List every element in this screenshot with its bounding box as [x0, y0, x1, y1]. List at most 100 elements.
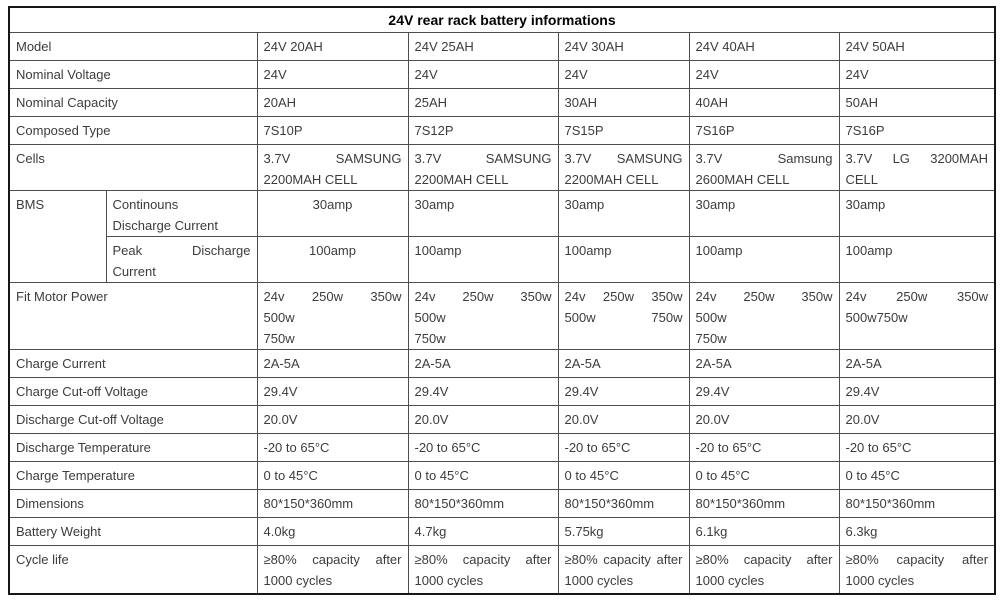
value-cell: 30AH: [557, 87, 690, 117]
value-cell: 20.0V: [407, 404, 559, 434]
value-cell: 2A-5A: [407, 348, 559, 378]
value-cell: 7S16P: [838, 115, 996, 145]
row-label-nominal-capacity: Nominal Capacity: [8, 87, 258, 117]
spec-table-container: 24V rear rack battery informations Model…: [8, 6, 997, 595]
value-cell: 6.1kg: [688, 516, 840, 546]
value-cell: 20AH: [256, 87, 409, 117]
value-cell: 7S10P: [256, 115, 409, 145]
value-cell: 29.4V: [557, 376, 690, 406]
value-cell: 24V: [256, 59, 409, 89]
value-cell: 80*150*360mm: [557, 488, 690, 518]
value-cell: ≥80% capacity after 1000 cycles: [688, 544, 840, 595]
value-cell: 100amp: [256, 235, 409, 283]
value-cell: 29.4V: [838, 376, 996, 406]
value-cell: 30amp: [838, 189, 996, 237]
value-cell: 100amp: [688, 235, 840, 283]
value-cell: 24V 40AH: [688, 31, 840, 61]
value-cell: 2A-5A: [688, 348, 840, 378]
table-row-discharge-cutoff-voltage: Discharge Cut-off Voltage 20.0V 20.0V 20…: [8, 404, 996, 434]
value-cell: -20 to 65°C: [256, 432, 409, 462]
value-cell: 24v 250w 350w 500w 750w: [688, 281, 840, 350]
table-row-model: Model 24V 20AH 24V 25AH 24V 30AH 24V 40A…: [8, 31, 996, 61]
table-row-charge-temperature: Charge Temperature 0 to 45°C 0 to 45°C 0…: [8, 460, 996, 490]
value-cell: 2A-5A: [557, 348, 690, 378]
value-cell: 3.7V Samsung 2600MAH CELL: [688, 143, 840, 191]
table-row-discharge-temperature: Discharge Temperature -20 to 65°C -20 to…: [8, 432, 996, 462]
value-cell: ≥80% capacity after 1000 cycles: [407, 544, 559, 595]
table-row-charge-cutoff-voltage: Charge Cut-off Voltage 29.4V 29.4V 29.4V…: [8, 376, 996, 406]
value-cell: 25AH: [407, 87, 559, 117]
value-cell: 100amp: [557, 235, 690, 283]
row-label-nominal-voltage: Nominal Voltage: [8, 59, 258, 89]
table-row-dimensions: Dimensions 80*150*360mm 80*150*360mm 80*…: [8, 488, 996, 518]
table-row-fit-motor-power: Fit Motor Power 24v 250w 350w 500w 750w …: [8, 281, 996, 350]
value-cell: 80*150*360mm: [838, 488, 996, 518]
value-cell: 3.7V SAMSUNG 2200MAH CELL: [557, 143, 690, 191]
value-cell: 20.0V: [557, 404, 690, 434]
value-cell: 30amp: [688, 189, 840, 237]
row-label-charge-cutoff-voltage: Charge Cut-off Voltage: [8, 376, 258, 406]
value-cell: 7S15P: [557, 115, 690, 145]
value-cell: 5.75kg: [557, 516, 690, 546]
row-label-charge-current: Charge Current: [8, 348, 258, 378]
value-cell: 80*150*360mm: [688, 488, 840, 518]
value-cell: 50AH: [838, 87, 996, 117]
table-row-bms-continuous-discharge: BMS Continouns Discharge Current 30amp 3…: [8, 189, 996, 283]
value-cell: 24v 250w 350w 500w750w: [838, 281, 996, 350]
row-label-cycle-life: Cycle life: [8, 544, 258, 595]
value-cell: 2A-5A: [838, 348, 996, 378]
value-cell: 30amp: [557, 189, 690, 237]
table-row-charge-current: Charge Current 2A-5A 2A-5A 2A-5A 2A-5A 2…: [8, 348, 996, 378]
row-label-battery-weight: Battery Weight: [8, 516, 258, 546]
value-cell: ≥80% capacity after 1000 cycles: [838, 544, 996, 595]
value-cell: -20 to 65°C: [557, 432, 690, 462]
value-cell: 24v 250w 350w 500w 750w: [557, 281, 690, 350]
value-cell: 24V: [407, 59, 559, 89]
value-cell: 3.7V SAMSUNG 2200MAH CELL: [407, 143, 559, 191]
value-cell: 0 to 45°C: [407, 460, 559, 490]
table-row-cycle-life: Cycle life ≥80% capacity after 1000 cycl…: [8, 544, 996, 595]
value-cell: 4.7kg: [407, 516, 559, 546]
table-row-nominal-capacity: Nominal Capacity 20AH 25AH 30AH 40AH 50A…: [8, 87, 996, 117]
value-cell: -20 to 65°C: [838, 432, 996, 462]
value-cell: 3.7V LG 3200MAH CELL: [838, 143, 996, 191]
row-label-discharge-temperature: Discharge Temperature: [8, 432, 258, 462]
table-title: 24V rear rack battery informations: [8, 6, 996, 33]
value-cell: 30amp: [407, 189, 559, 237]
value-cell: 0 to 45°C: [838, 460, 996, 490]
value-cell: 24V: [688, 59, 840, 89]
table-row-composed-type: Composed Type 7S10P 7S12P 7S15P 7S16P 7S…: [8, 115, 996, 145]
value-cell: 40AH: [688, 87, 840, 117]
value-cell: 80*150*360mm: [256, 488, 409, 518]
value-cell: 29.4V: [407, 376, 559, 406]
value-cell: 29.4V: [688, 376, 840, 406]
value-cell: 3.7V SAMSUNG 2200MAH CELL: [256, 143, 409, 191]
value-cell: 0 to 45°C: [557, 460, 690, 490]
row-label-fit-motor-power: Fit Motor Power: [8, 281, 258, 350]
table-row-battery-weight: Battery Weight 4.0kg 4.7kg 5.75kg 6.1kg …: [8, 516, 996, 546]
row-label-model: Model: [8, 31, 258, 61]
value-cell: 20.0V: [256, 404, 409, 434]
value-cell: 30amp: [256, 189, 409, 237]
battery-spec-table: 24V rear rack battery informations Model…: [8, 6, 997, 595]
value-cell: 0 to 45°C: [256, 460, 409, 490]
value-cell: -20 to 65°C: [407, 432, 559, 462]
value-cell: 24V 30AH: [557, 31, 690, 61]
title-row: 24V rear rack battery informations: [8, 6, 996, 33]
value-cell: 24v 250w 350w 500w 750w: [407, 281, 559, 350]
value-cell: 24V 50AH: [838, 31, 996, 61]
value-cell: 24V: [838, 59, 996, 89]
table-row-nominal-voltage: Nominal Voltage 24V 24V 24V 24V 24V: [8, 59, 996, 89]
value-cell: 7S12P: [407, 115, 559, 145]
value-cell: 20.0V: [838, 404, 996, 434]
value-cell: -20 to 65°C: [688, 432, 840, 462]
table-row-bms-peak-discharge: Peak Discharge Current 100amp 100amp 100…: [9, 235, 996, 283]
row-label-bms: BMS: [8, 189, 107, 283]
value-cell: 24V 20AH: [256, 31, 409, 61]
value-cell: 24v 250w 350w 500w 750w: [256, 281, 409, 350]
row-label-continuous-discharge-current: Continouns Discharge Current: [105, 189, 258, 237]
row-label-discharge-cutoff-voltage: Discharge Cut-off Voltage: [8, 404, 258, 434]
value-cell: ≥80% capacity after 1000 cycles: [557, 544, 690, 595]
value-cell: 100amp: [407, 235, 559, 283]
value-cell: 80*150*360mm: [407, 488, 559, 518]
